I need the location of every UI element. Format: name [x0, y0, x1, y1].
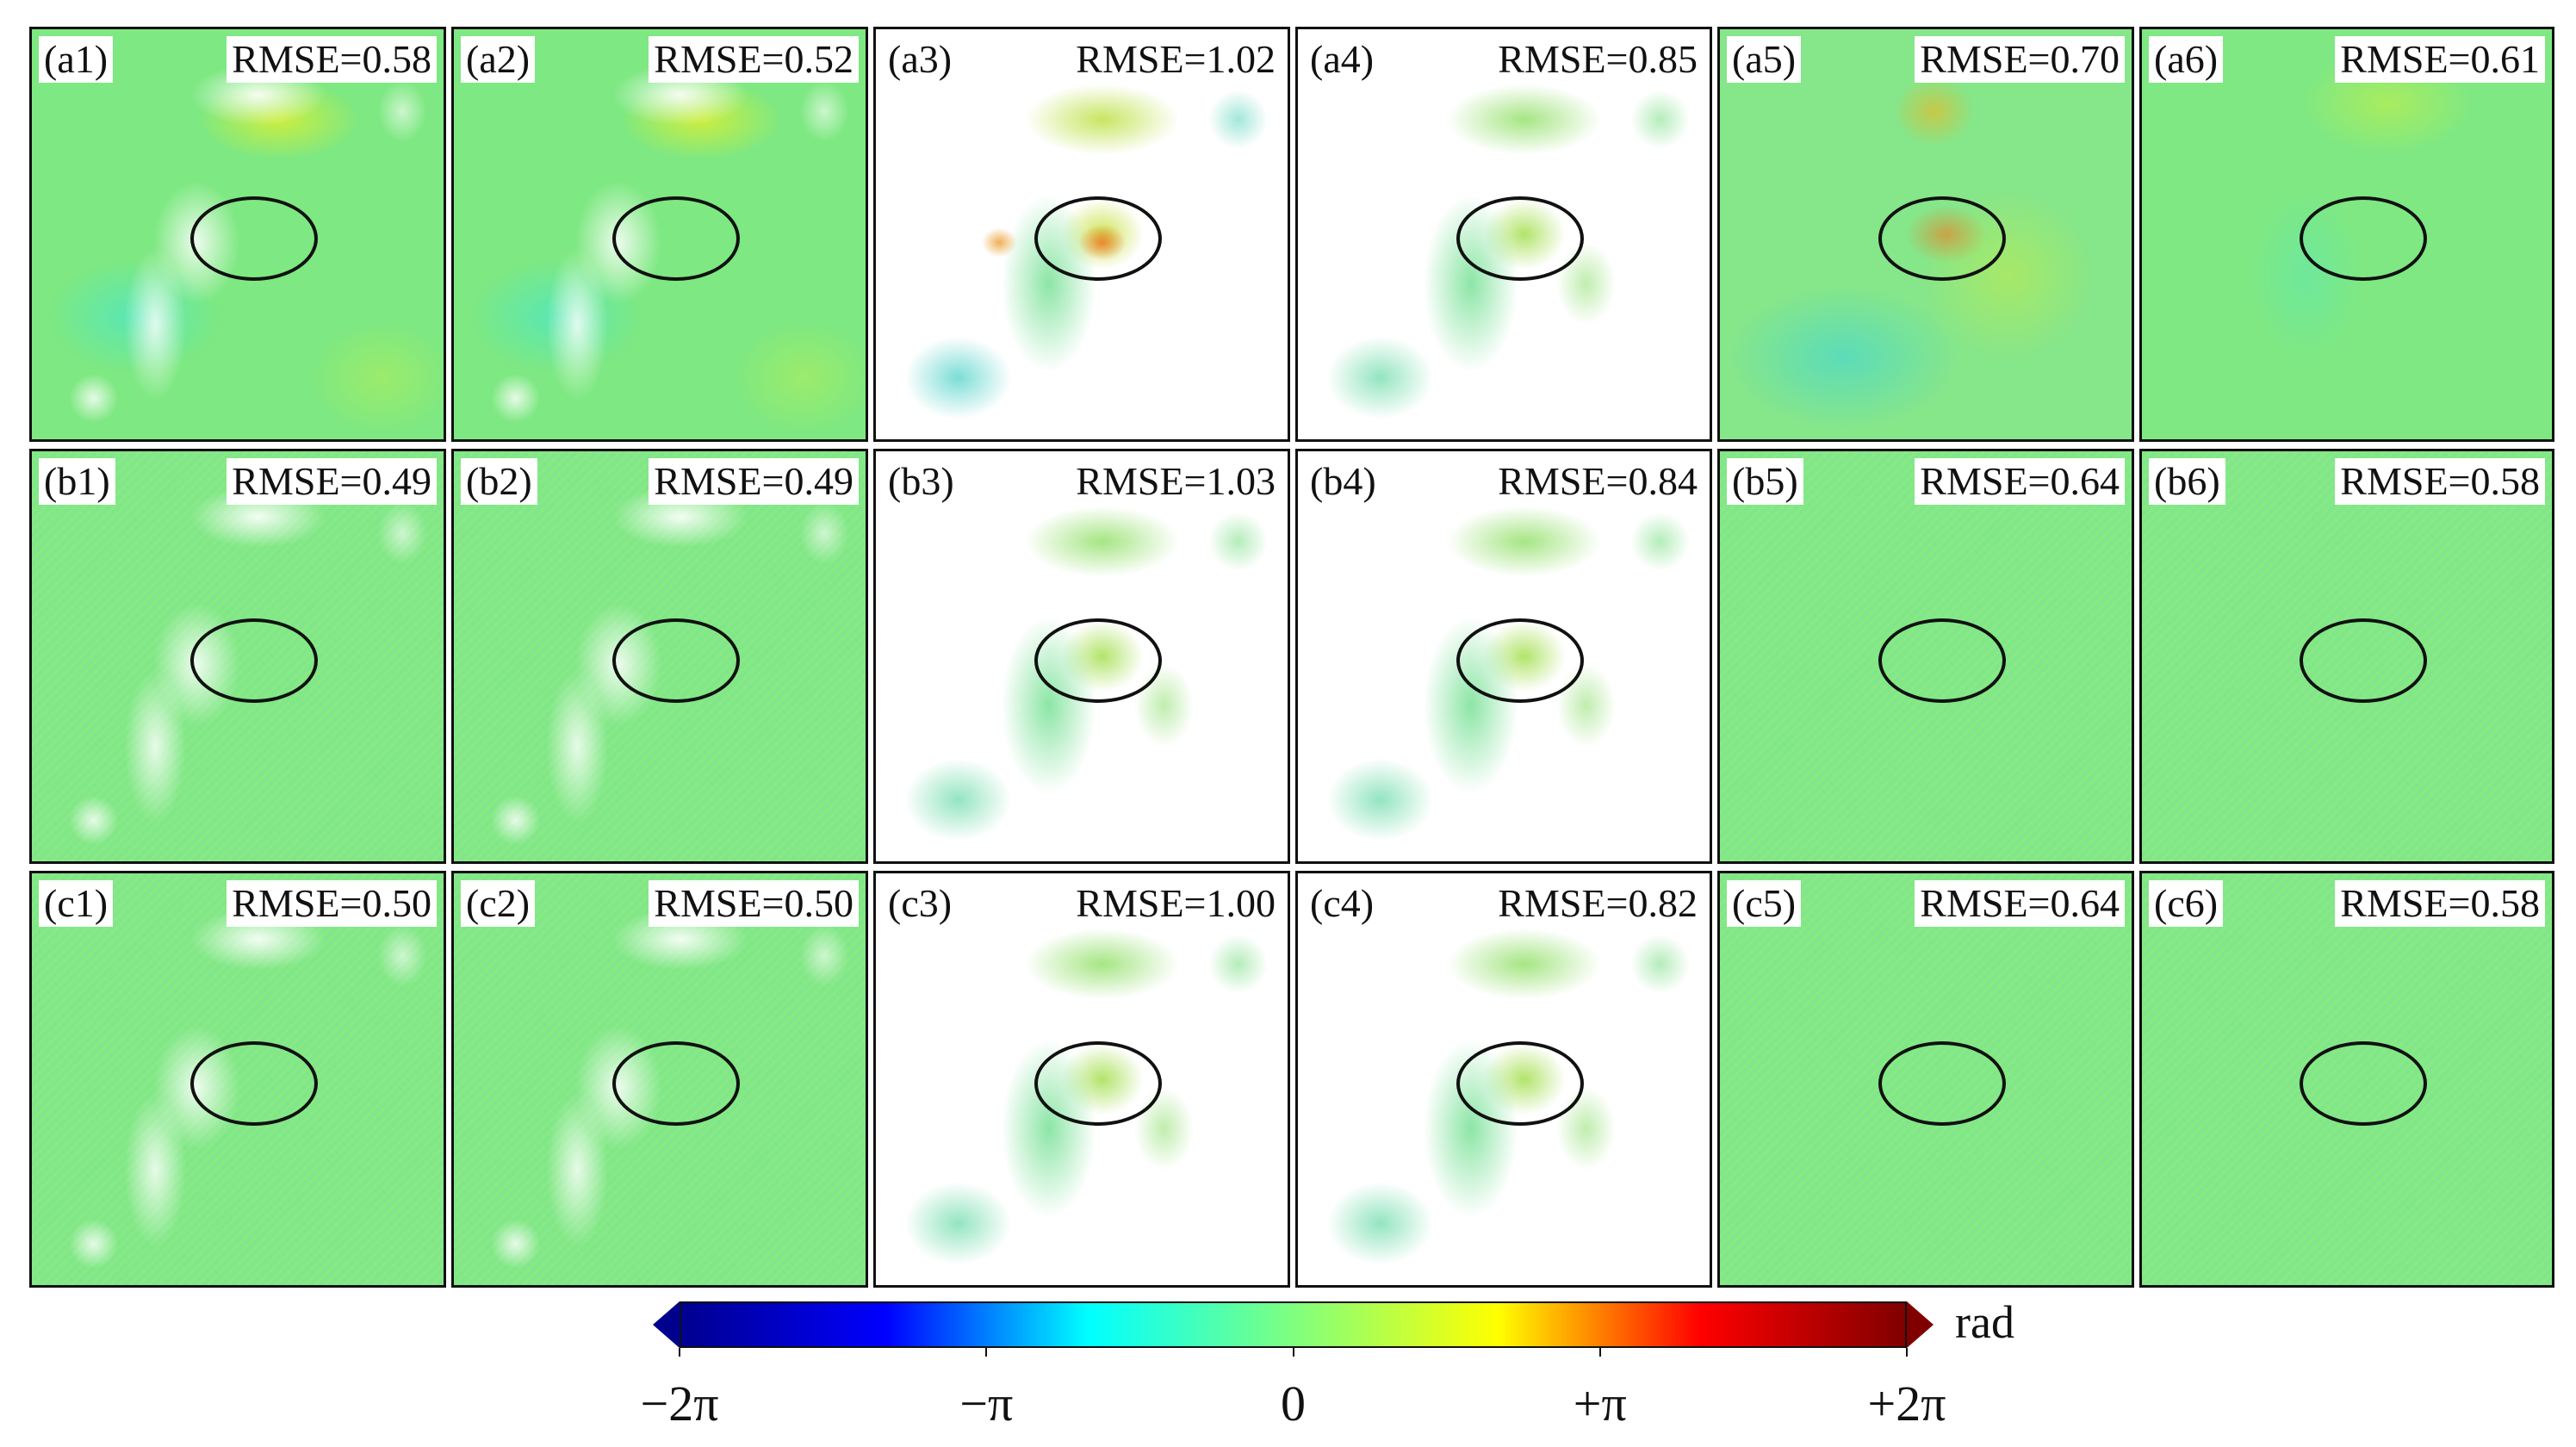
phase-map [1298, 873, 1710, 1285]
region-ellipse [612, 618, 741, 703]
region-ellipse [1034, 1040, 1163, 1126]
rmse-label: RMSE=1.00 [1071, 880, 1281, 927]
panel-a1: (a1) RMSE=0.58 [29, 27, 446, 442]
region-ellipse [1034, 196, 1163, 281]
rmse-label: RMSE=0.52 [649, 36, 859, 83]
panel-c3: (c3) RMSE=1.00 [873, 871, 1290, 1288]
panel-id-label: (a1) [39, 36, 114, 83]
colorbar-tick-label: +π [1573, 1376, 1627, 1431]
colorbar-max-extension [1907, 1301, 1934, 1348]
rmse-label: RMSE=0.82 [1493, 880, 1703, 927]
colorbar-tick [985, 1348, 988, 1357]
panel-a4: (a4) RMSE=0.85 [1295, 27, 1712, 442]
region-ellipse [1878, 618, 2007, 703]
panel-id-label: (a5) [1727, 36, 1802, 83]
panel-b6: (b6) RMSE=0.58 [2139, 449, 2554, 864]
colorbar-tick [1292, 1348, 1294, 1357]
panel-id-label: (c5) [1727, 880, 1802, 927]
colorbar [680, 1301, 1907, 1348]
colorbar-unit-label: rad [1955, 1296, 2014, 1348]
panel-a5: (a5) RMSE=0.70 [1717, 27, 2134, 442]
rmse-label: RMSE=0.85 [1493, 36, 1703, 83]
region-ellipse [612, 1040, 741, 1126]
region-ellipse [612, 196, 741, 281]
rmse-label: RMSE=0.58 [227, 36, 437, 83]
region-ellipse [1456, 196, 1585, 281]
region-ellipse [190, 1040, 319, 1126]
rmse-label: RMSE=0.70 [1915, 36, 2125, 83]
panel-a3: (a3) RMSE=1.02 [873, 27, 1290, 442]
rmse-label: RMSE=0.64 [1915, 458, 2125, 505]
phase-map [1298, 451, 1710, 861]
rmse-label: RMSE=0.50 [227, 880, 437, 927]
panel-id-label: (c1) [39, 880, 114, 927]
region-ellipse [1878, 196, 2007, 281]
panel-b3: (b3) RMSE=1.03 [873, 449, 1290, 864]
panel-id-label: (c6) [2149, 880, 2224, 927]
colorbar-tick-label: 0 [1281, 1376, 1306, 1431]
panel-id-label: (a3) [883, 36, 958, 83]
region-ellipse [2300, 196, 2428, 281]
rmse-label: RMSE=0.61 [2335, 36, 2545, 83]
panel-b4: (b4) RMSE=0.84 [1295, 449, 1712, 864]
region-ellipse [1034, 618, 1163, 703]
region-ellipse [2300, 1040, 2428, 1126]
colorbar-tick-label: +2π [1867, 1376, 1946, 1431]
panel-id-label: (b5) [1727, 458, 1803, 505]
rmse-label: RMSE=0.64 [1915, 880, 2125, 927]
colorbar-tick-label: −2π [640, 1376, 719, 1431]
panel-c6: (c6) RMSE=0.58 [2139, 871, 2554, 1288]
rmse-label: RMSE=1.02 [1071, 36, 1281, 83]
panel-id-label: (a2) [461, 36, 536, 83]
rmse-label: RMSE=0.49 [649, 458, 859, 505]
panel-b1: (b1) RMSE=0.49 [29, 449, 446, 864]
panel-id-label: (b4) [1305, 458, 1381, 505]
rmse-label: RMSE=1.03 [1071, 458, 1281, 505]
panel-c4: (c4) RMSE=0.82 [1295, 871, 1712, 1288]
panel-id-label: (c2) [461, 880, 536, 927]
rmse-label: RMSE=0.84 [1493, 458, 1703, 505]
panel-c1: (c1) RMSE=0.50 [29, 871, 446, 1288]
colorbar-tick-label: −π [959, 1376, 1014, 1431]
colorbar-tick [1598, 1348, 1601, 1357]
panel-id-label: (b2) [461, 458, 537, 505]
phase-map [876, 29, 1288, 439]
panel-a2: (a2) RMSE=0.52 [451, 27, 868, 442]
rmse-label: RMSE=0.50 [649, 880, 859, 927]
region-ellipse [1456, 618, 1585, 703]
region-ellipse [2300, 618, 2428, 703]
panel-id-label: (b1) [39, 458, 115, 505]
panel-c2: (c2) RMSE=0.50 [451, 871, 868, 1288]
panel-c5: (c5) RMSE=0.64 [1717, 871, 2134, 1288]
rmse-label: RMSE=0.58 [2335, 880, 2545, 927]
panel-b5: (b5) RMSE=0.64 [1717, 449, 2134, 864]
colorbar-tick [679, 1348, 680, 1357]
panel-id-label: (c3) [883, 880, 958, 927]
phase-map [1720, 873, 2132, 1285]
panel-b2: (b2) RMSE=0.49 [451, 449, 868, 864]
panel-id-label: (b6) [2149, 458, 2225, 505]
rmse-label: RMSE=0.58 [2335, 458, 2545, 505]
region-ellipse [190, 618, 319, 703]
region-ellipse [1456, 1040, 1585, 1126]
panel-id-label: (c4) [1305, 880, 1380, 927]
colorbar-tick [1906, 1348, 1908, 1357]
panel-id-label: (a6) [2149, 36, 2224, 83]
region-ellipse [1878, 1040, 2007, 1126]
rmse-label: RMSE=0.49 [227, 458, 437, 505]
panel-id-label: (b3) [883, 458, 959, 505]
panel-a6: (a6) RMSE=0.61 [2139, 27, 2554, 442]
region-ellipse [190, 196, 319, 281]
colorbar-min-extension [653, 1301, 680, 1348]
panel-id-label: (a4) [1305, 36, 1380, 83]
